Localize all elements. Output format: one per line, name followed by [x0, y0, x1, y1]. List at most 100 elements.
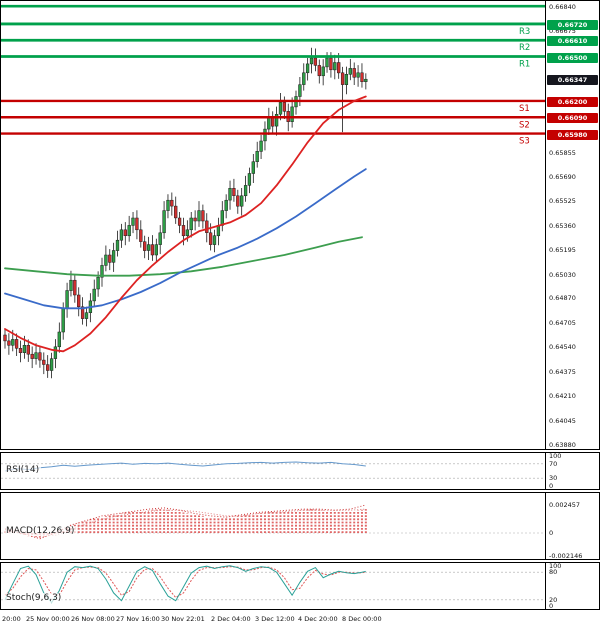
resistance-label: R1 [519, 60, 530, 70]
candle-body [115, 239, 120, 251]
candle-body [224, 199, 228, 211]
candle-body [18, 348, 23, 353]
candle-body [166, 199, 170, 211]
resistance-label: R2 [519, 43, 530, 53]
candle-body [53, 346, 58, 359]
candle-body [119, 229, 124, 241]
candle-body [22, 345, 27, 353]
candle-body [228, 188, 232, 201]
rsi-scale-label: 70 [549, 459, 558, 468]
price-axis-label: 0.64870 [549, 294, 576, 303]
candle-body [189, 217, 193, 231]
time-axis-label: 26 Nov 08:00 [71, 615, 115, 623]
macd-scale-label: 0.002457 [549, 501, 581, 510]
candle-body [38, 352, 42, 361]
candle-body [259, 140, 263, 152]
candle-body [111, 250, 116, 263]
candle-body [57, 331, 61, 348]
price-axis-label: 0.64540 [549, 343, 576, 352]
candle-body [177, 217, 182, 226]
candle-body [251, 161, 255, 174]
candle-body [356, 72, 360, 78]
candle-body [65, 290, 69, 309]
candle-body [220, 210, 224, 226]
time-axis-label: 25 Nov 00:00 [26, 615, 70, 623]
candle-body [96, 276, 100, 290]
candle-body [49, 358, 54, 371]
stoch-canvas[interactable] [1, 563, 546, 609]
stoch-d-line [4, 566, 366, 599]
time-axis-label: 20:00 [2, 615, 21, 623]
candle-body [247, 173, 252, 186]
macd-panel: MACD(12,26,9) 0.002457 0 -0.002146 [0, 492, 600, 560]
macd-scale-label: -0.002146 [549, 552, 583, 560]
candle-body [46, 364, 50, 371]
candle-body [162, 210, 166, 234]
price-chart-canvas[interactable]: R3 R2 R1 S1 S2 S3 [1, 1, 546, 449]
candle-body [302, 72, 306, 85]
candle-body [344, 74, 349, 85]
candle-body [278, 102, 283, 115]
stoch-scale-label: 20 [549, 595, 558, 604]
candle-body [61, 308, 65, 333]
candle-body [3, 334, 7, 342]
main-chart-panel: R3 R2 R1 S1 S2 S3 0.66840 0.66675 0.65855 0.6569… [0, 0, 600, 450]
candle-body [236, 195, 240, 207]
candle-body [240, 195, 244, 207]
candle-body [104, 254, 108, 266]
candle-body [305, 63, 310, 74]
candle-body [146, 244, 151, 251]
price-axis-label: 0.66675 [549, 27, 576, 36]
time-axis-label: 2 Dec 04:00 [211, 615, 251, 623]
macd-label: MACD(12,26,9) [4, 526, 77, 536]
support-label: S2 [519, 120, 530, 130]
price-axis: 0.66840 0.66675 0.65855 0.65690 0.65525 0.653… [547, 1, 600, 449]
ma-fast-line [4, 95, 367, 353]
candle-body [321, 66, 325, 77]
candle-body [313, 57, 318, 66]
candle-body [143, 241, 147, 251]
macd-canvas[interactable] [1, 493, 546, 559]
stoch-scale-axis: 100 80 20 0 [547, 562, 600, 610]
candle-body [255, 151, 259, 162]
candle-body [100, 265, 104, 278]
candle-body [131, 217, 135, 226]
candle-body [181, 225, 186, 237]
candle-body [123, 229, 127, 236]
price-axis-label: 0.64045 [549, 416, 576, 425]
candle-body [205, 220, 209, 233]
candle-body [73, 279, 77, 296]
candle-body [267, 117, 271, 130]
stoch-scale-label: 100 [549, 562, 562, 570]
time-axis: 20:00 25 Nov 00:00 26 Nov 08:00 27 Nov 16:0… [0, 612, 600, 630]
candle-body [127, 225, 131, 237]
candle-body [360, 72, 364, 82]
candle-body [154, 244, 158, 256]
rsi-canvas[interactable] [1, 453, 546, 489]
candle-body [174, 205, 178, 219]
rsi-scale-label: 100 [549, 452, 562, 460]
candle-body [34, 352, 38, 359]
candle-body [14, 339, 19, 349]
candle-body [42, 359, 46, 365]
candle-body [193, 217, 197, 222]
price-axis-label: 0.63880 [549, 441, 576, 450]
price-axis-label: 0.64705 [549, 318, 576, 327]
price-axis-label: 0.64210 [549, 392, 576, 401]
candle-body [309, 57, 314, 65]
candle-body [92, 288, 96, 302]
ma-slow-line [4, 236, 363, 277]
candle-body [290, 106, 294, 122]
time-axis-label: 8 Dec 00:00 [342, 615, 382, 623]
current-price-badge: 0.66347 [547, 75, 598, 86]
candle-body [135, 217, 139, 231]
resistance-price-badge: 0.66720 [547, 19, 598, 30]
stoch-label: Stoch(9,6,3) [4, 593, 64, 603]
stoch-k-line [4, 565, 366, 604]
candle-body [30, 353, 34, 359]
candle-body [340, 72, 345, 85]
candle-body [84, 312, 89, 319]
candle-body [337, 62, 341, 74]
candle-body [243, 185, 248, 197]
